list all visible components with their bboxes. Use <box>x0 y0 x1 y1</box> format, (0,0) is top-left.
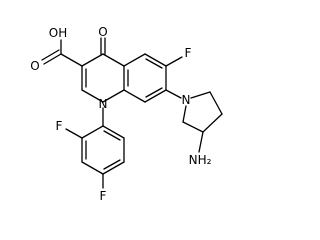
atom-label: O <box>98 25 107 39</box>
atom-label: F <box>185 46 192 60</box>
atom-label: F <box>100 189 107 203</box>
bonds <box>41 37 223 189</box>
atom-label: F <box>56 119 63 133</box>
atom-label: NH₂ <box>189 153 212 167</box>
atom-label: N <box>182 93 191 107</box>
atom-label: N <box>99 97 108 111</box>
atom-labels: OH O O F N N F F NH₂ <box>30 25 211 203</box>
molecule-diagram: OH O O F N N F F NH₂ <box>30 25 223 203</box>
atom-label: O <box>30 59 39 73</box>
atom-label: OH <box>49 26 67 40</box>
